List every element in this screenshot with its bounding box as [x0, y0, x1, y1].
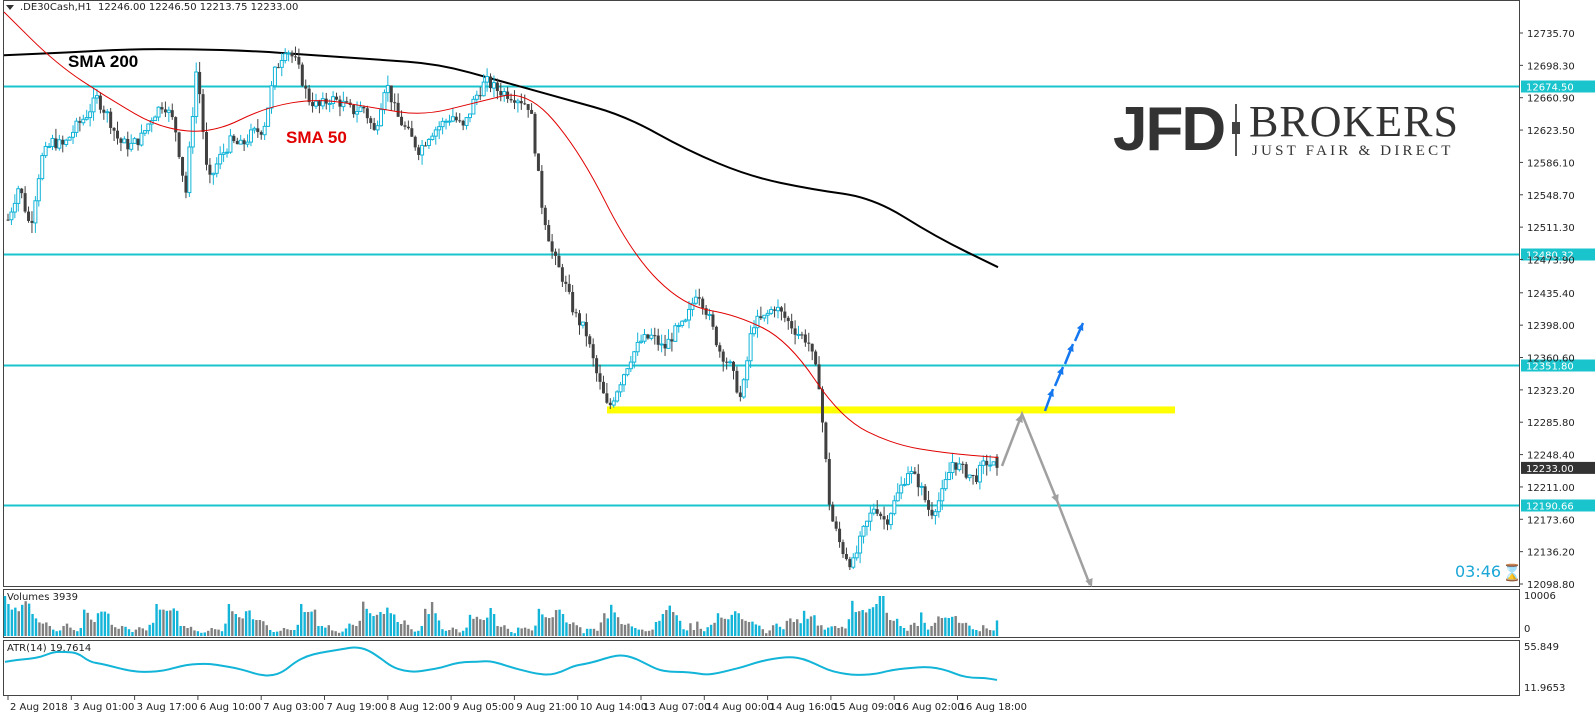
volumes-label: Volumes 3939: [7, 592, 79, 603]
sma200-annotation: SMA 200: [68, 52, 139, 71]
price-tick-label: 12698.30: [1527, 61, 1575, 72]
price-tick-label: 12398.00: [1527, 321, 1575, 332]
time-tick-label: 14 Aug 16:00: [770, 702, 837, 713]
symbol-label: .DE30Cash,H1: [20, 2, 92, 13]
support-zone: [607, 406, 1175, 414]
volumes-panel-frame: [3, 589, 1520, 638]
price-tick-label: 12098.80: [1527, 580, 1575, 591]
price-tick-label: 12735.70: [1527, 29, 1575, 40]
time-tick-label: 9 Aug 05:00: [453, 702, 514, 713]
level-price-label: 12351.80: [1526, 362, 1574, 373]
support-zone-band[interactable]: [607, 406, 1175, 414]
price-tick-label: 12548.70: [1527, 191, 1575, 202]
level-price-badge: [1521, 248, 1595, 261]
level-price-label: 12674.50: [1526, 83, 1574, 94]
hourglass-icon: ⌛: [1502, 563, 1522, 582]
time-tick-label: 3 Aug 17:00: [137, 702, 198, 713]
atr-max-label: 55.849: [1524, 642, 1559, 653]
time-tick-label: 13 Aug 07:00: [643, 702, 710, 713]
time-tick-label: 7 Aug 03:00: [263, 702, 324, 713]
scenario-arrows: [1000, 322, 1093, 587]
ohlc-values: 12246.00 12246.50 12213.75 12233.00: [98, 2, 299, 13]
price-tick-label: 12248.40: [1527, 451, 1575, 462]
price-tick-label: 12473.90: [1527, 255, 1575, 266]
current-price-badge: [1521, 461, 1595, 474]
logo-brokers-text: BROKERS: [1249, 97, 1459, 146]
level-price-badge: [1521, 359, 1595, 372]
time-tick-label: 6 Aug 10:00: [200, 702, 261, 713]
volumes-max-label: 10006: [1524, 591, 1556, 602]
bearish-scenario-arrow: [1000, 410, 1092, 586]
level-price-badge: [1521, 499, 1595, 512]
price-tick-label: 12323.20: [1527, 386, 1575, 397]
price-tick-label: 12511.30: [1527, 223, 1575, 234]
chart-header: .DE30Cash,H1 12246.00 12246.50 12213.75 …: [6, 2, 298, 13]
time-tick-label: 16 Aug 02:00: [896, 702, 963, 713]
price-tick-label: 12660.90: [1527, 94, 1575, 105]
level-price-label: 12190.66: [1526, 502, 1574, 513]
time-tick-label: 2 Aug 2018: [10, 702, 68, 713]
sma50-annotation: SMA 50: [286, 128, 347, 147]
time-tick-label: 10 Aug 14:00: [580, 702, 647, 713]
level-price-badge: [1521, 80, 1595, 93]
horizontal-levels: 12674.50 12480.32 12351.80 12190.66 12233.00: [4, 80, 1595, 513]
price-tick-label: 12211.00: [1527, 483, 1575, 494]
time-tick-label: 7 Aug 19:00: [327, 702, 388, 713]
price-tick-label: 12435.40: [1527, 289, 1575, 300]
price-tick-label: 12173.60: [1527, 515, 1575, 526]
atr-panel-frame: [3, 640, 1520, 696]
time-tick-label: 3 Aug 01:00: [73, 702, 134, 713]
volume-bars: [3, 596, 999, 636]
sma50-line: [3, 11, 999, 459]
candlesticks: [6, 46, 999, 571]
price-tick-label: 12136.20: [1527, 548, 1575, 559]
atr-line: [4, 646, 998, 681]
price-tick-label: 12285.80: [1527, 418, 1575, 429]
time-tick-label: 16 Aug 18:00: [960, 702, 1027, 713]
dropdown-triangle-icon[interactable]: [6, 4, 14, 10]
logo-tagline: JUST FAIR & DIRECT: [1252, 143, 1454, 159]
price-tick-label: 12586.10: [1527, 158, 1575, 169]
price-axis[interactable]: 12735.70 12698.30 12660.90 12623.50 12586.10…: [1519, 29, 1575, 591]
logo-jfd-text: JFD: [1113, 95, 1226, 164]
time-tick-label: 14 Aug 00:00: [706, 702, 773, 713]
bar-countdown-timer: 03:46: [1455, 562, 1502, 581]
time-tick-label: 8 Aug 12:00: [390, 702, 451, 713]
logo-divider-mark: [1232, 122, 1240, 134]
level-price-label: 12480.32: [1526, 251, 1574, 262]
time-axis[interactable]: 2 Aug 2018 3 Aug 01:00 3 Aug 17:00 6 Aug 10…: [7, 696, 1027, 713]
main-chart-frame: [3, 0, 1520, 587]
atr-label: ATR(14) 19.7614: [7, 643, 92, 654]
price-tick-label: 12360.60: [1527, 354, 1575, 365]
current-price-label: 12233.00: [1526, 464, 1574, 475]
time-tick-label: 9 Aug 21:00: [516, 702, 577, 713]
sma200-line: [3, 48, 999, 269]
time-tick-label: 15 Aug 09:00: [833, 702, 900, 713]
volumes-min-label: 0: [1524, 624, 1531, 635]
price-tick-label: 12623.50: [1527, 126, 1575, 137]
atr-min-label: 11.9653: [1524, 683, 1566, 694]
